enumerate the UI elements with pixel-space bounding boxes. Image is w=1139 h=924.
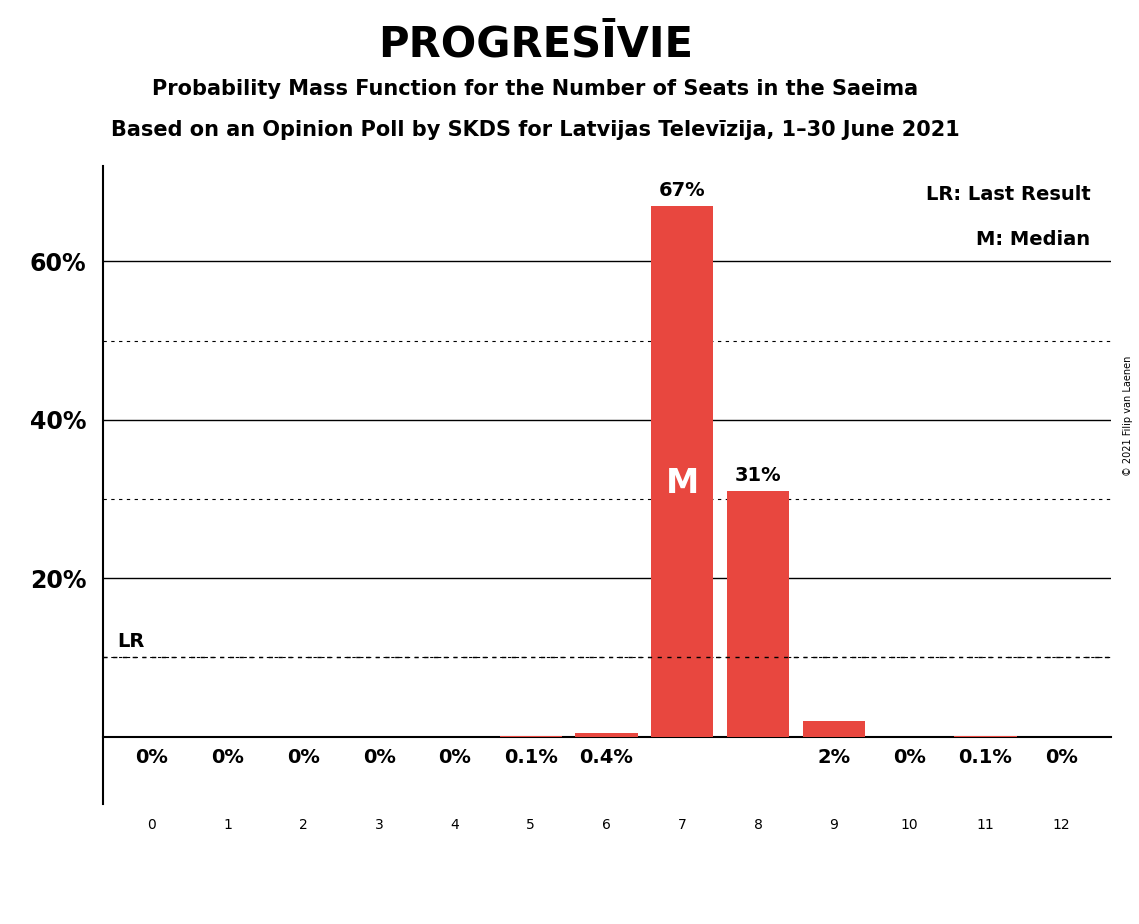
Text: LR: Last Result: LR: Last Result — [926, 186, 1090, 204]
Bar — [803, 721, 865, 736]
Text: LR: LR — [117, 632, 145, 651]
Text: © 2021 Filip van Laenen: © 2021 Filip van Laenen — [1123, 356, 1133, 476]
Text: Based on an Opinion Poll by SKDS for Latvijas Televīzija, 1–30 June 2021: Based on an Opinion Poll by SKDS for Lat… — [110, 120, 960, 140]
Text: 0%: 0% — [287, 748, 320, 768]
Text: 31%: 31% — [735, 466, 781, 485]
Bar — [727, 491, 789, 736]
Text: M: M — [665, 467, 699, 500]
Text: 0%: 0% — [136, 748, 169, 768]
Text: 0.4%: 0.4% — [580, 748, 633, 768]
Text: 0.1%: 0.1% — [503, 748, 558, 768]
Text: PROGRESĪVIE: PROGRESĪVIE — [378, 23, 693, 65]
Text: 0%: 0% — [439, 748, 472, 768]
Text: 0%: 0% — [362, 748, 395, 768]
Text: 0%: 0% — [211, 748, 244, 768]
Text: 0.1%: 0.1% — [959, 748, 1013, 768]
Text: 0%: 0% — [1044, 748, 1077, 768]
Bar — [652, 206, 713, 736]
Text: 2%: 2% — [818, 748, 851, 768]
Text: Probability Mass Function for the Number of Seats in the Saeima: Probability Mass Function for the Number… — [153, 79, 918, 99]
Bar — [575, 734, 638, 736]
Text: 0%: 0% — [893, 748, 926, 768]
Text: 67%: 67% — [659, 180, 706, 200]
Text: M: Median: M: Median — [976, 230, 1090, 249]
